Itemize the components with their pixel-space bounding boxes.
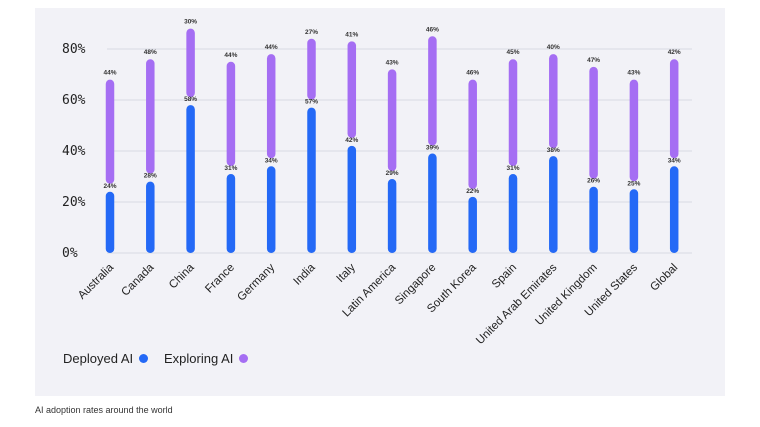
x-tick-label: Germany: [235, 261, 277, 303]
data-label-exploring: 42%: [668, 49, 681, 56]
data-label-exploring: 45%: [506, 49, 519, 56]
x-tick-label: Global: [648, 262, 680, 294]
x-tick-label: India: [292, 261, 319, 288]
data-label-exploring: 43%: [386, 59, 399, 66]
figure-caption: AI adoption rates around the world: [35, 405, 173, 415]
legend-deployed-dot: [139, 354, 149, 363]
data-label-deployed: 42%: [345, 137, 358, 144]
legend-deployed-label: Deployed AI: [63, 351, 134, 366]
data-label-exploring: 47%: [587, 57, 600, 64]
x-tick-label: Australia: [76, 261, 117, 302]
data-label-exploring: 30%: [184, 19, 197, 26]
data-label-deployed: 34%: [265, 157, 278, 164]
y-tick-label: 80%: [62, 42, 86, 57]
data-label-exploring: 46%: [426, 26, 439, 33]
bar-deployed: [387, 179, 397, 253]
data-label-exploring: 44%: [224, 52, 237, 59]
data-label-deployed: 38%: [547, 147, 560, 154]
bar-deployed: [186, 105, 195, 253]
y-tick-label: 60%: [62, 93, 86, 108]
legend-exploring: Exploring AI: [164, 351, 249, 366]
y-tick-label: 0%: [62, 246, 78, 261]
bar-exploring: [428, 36, 437, 146]
y-tick-label: 20%: [62, 195, 86, 210]
bar-deployed: [589, 186, 598, 253]
bar-exploring: [307, 38, 316, 100]
bar-exploring: [146, 59, 155, 174]
bar-exploring: [629, 79, 639, 182]
data-label-deployed: 29%: [386, 170, 399, 177]
bar-deployed: [307, 107, 316, 254]
bar-exploring: [387, 69, 397, 172]
bar-exploring: [468, 79, 477, 189]
bar-exploring: [226, 61, 236, 166]
bar-exploring: [549, 54, 558, 149]
data-label-deployed: 26%: [587, 178, 600, 185]
legend-exploring-dot: [239, 354, 249, 363]
bar-exploring: [347, 41, 357, 138]
data-label-exploring: 43%: [627, 70, 640, 77]
x-tick-label: France: [203, 262, 237, 296]
data-label-deployed: 39%: [426, 145, 439, 152]
bar-exploring: [266, 54, 276, 159]
data-label-exploring: 40%: [547, 44, 560, 51]
chart-panel: 0% 20% 40% 60% 80% 44% 24% Australia 48% 28% Canad…: [35, 8, 725, 396]
bar-deployed: [105, 191, 115, 253]
x-tick-label: Canada: [119, 261, 156, 298]
bar-deployed: [347, 145, 357, 253]
bar-deployed: [266, 166, 276, 253]
data-label-deployed: 28%: [144, 173, 157, 180]
bar-exploring: [186, 28, 195, 98]
bar-deployed: [549, 156, 558, 253]
bar-deployed: [428, 153, 437, 253]
data-label-deployed: 31%: [506, 165, 519, 172]
bar-deployed: [629, 189, 639, 253]
data-label-exploring: 46%: [466, 70, 479, 77]
data-label-exploring: 27%: [305, 29, 318, 36]
data-label-exploring: 48%: [144, 49, 157, 56]
data-label-exploring: 44%: [103, 70, 116, 77]
bar-deployed: [226, 173, 236, 253]
legend-deployed: Deployed AI: [63, 351, 149, 366]
bar-exploring: [508, 59, 518, 166]
bar-deployed: [669, 166, 679, 253]
bar-exploring: [669, 59, 679, 159]
bar-deployed: [468, 196, 477, 253]
data-label-deployed: 22%: [466, 188, 479, 195]
bar-exploring: [105, 79, 115, 184]
adoption-chart: 0% 20% 40% 60% 80% 44% 24% Australia 48% 28% Canad…: [62, 19, 692, 347]
x-tick-label: Italy: [335, 261, 359, 285]
x-tick-label: China: [167, 261, 197, 291]
data-label-deployed: 58%: [184, 96, 197, 103]
data-label-deployed: 25%: [627, 180, 640, 187]
bar-deployed: [146, 181, 155, 253]
legend-exploring-label: Exploring AI: [164, 351, 234, 366]
y-tick-label: 40%: [62, 144, 86, 159]
data-label-deployed: 34%: [668, 157, 681, 164]
bar-exploring: [589, 66, 598, 179]
bar-deployed: [508, 173, 518, 253]
data-label-deployed: 57%: [305, 99, 318, 106]
data-label-exploring: 41%: [345, 31, 358, 38]
x-tick-label: United Arab Emirates: [474, 261, 559, 346]
data-label-deployed: 31%: [224, 165, 237, 172]
x-tick-label: Spain: [490, 262, 519, 291]
data-label-exploring: 44%: [265, 44, 278, 51]
data-label-deployed: 24%: [103, 183, 116, 190]
